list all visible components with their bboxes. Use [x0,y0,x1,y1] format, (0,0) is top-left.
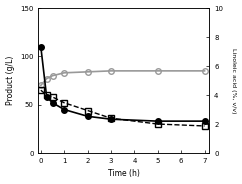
Y-axis label: Product (g/L): Product (g/L) [6,56,15,105]
X-axis label: Time (h): Time (h) [108,169,140,178]
Y-axis label: Linoleic acid (%, v/v): Linoleic acid (%, v/v) [231,48,236,113]
